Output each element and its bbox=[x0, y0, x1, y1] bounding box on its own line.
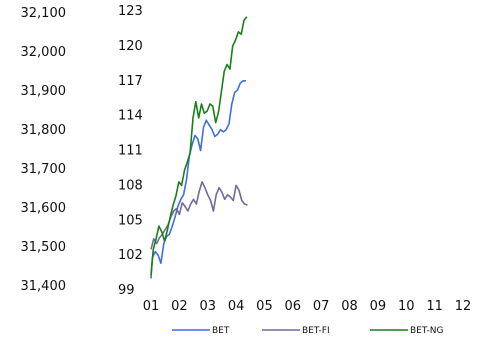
right-axis-tick-label: 105 bbox=[118, 213, 143, 228]
right-axis-tick-label: 123 bbox=[118, 4, 143, 19]
legend-label: BET-NG bbox=[410, 326, 444, 336]
right-axis-tick-label: 111 bbox=[118, 144, 143, 159]
x-axis-tick-label: 05 bbox=[256, 299, 273, 314]
x-axis-tick-label: 03 bbox=[199, 299, 216, 314]
left-axis-tick-label: 31,800 bbox=[21, 123, 67, 138]
x-axis-tick-label: 10 bbox=[398, 299, 415, 314]
legend: BET BET-FI BET-NG bbox=[172, 326, 444, 336]
x-axis-tick-label: 09 bbox=[370, 299, 387, 314]
series-line-bet-fi bbox=[150, 181, 248, 250]
right-axis-tick-label: 114 bbox=[118, 109, 143, 124]
x-axis-tick-label: 12 bbox=[455, 299, 472, 314]
x-axis-ticks: 01 02 03 04 05 06 07 08 09 10 11 12 bbox=[143, 299, 472, 314]
series-line-bet bbox=[150, 80, 246, 279]
left-axis-tick-label: 31,600 bbox=[21, 201, 67, 216]
x-axis-tick-label: 06 bbox=[285, 299, 302, 314]
series-line-bet-ng bbox=[150, 16, 248, 275]
x-axis-tick-label: 02 bbox=[171, 299, 188, 314]
x-axis-tick-label: 01 bbox=[143, 299, 160, 314]
right-axis-tick-label: 120 bbox=[118, 39, 143, 54]
left-axis-tick-label: 31,400 bbox=[21, 279, 67, 294]
x-axis-tick-label: 08 bbox=[341, 299, 358, 314]
x-axis-tick-label: 04 bbox=[228, 299, 245, 314]
legend-label: BET bbox=[212, 326, 230, 336]
right-axis-tick-label: 117 bbox=[118, 74, 143, 89]
left-axis-tick-label: 32,000 bbox=[21, 45, 67, 60]
left-axis-tick-label: 31,900 bbox=[21, 84, 67, 99]
left-axis-tick-label: 31,700 bbox=[21, 162, 67, 177]
x-axis-tick-label: 07 bbox=[313, 299, 330, 314]
right-axis-tick-label: 102 bbox=[118, 248, 143, 263]
right-axis-ticks: 123 120 117 114 111 108 105 102 99 bbox=[118, 4, 143, 298]
left-axis-tick-label: 31,500 bbox=[21, 240, 67, 255]
right-axis-tick-label: 99 bbox=[118, 283, 135, 298]
legend-label: BET-FI bbox=[302, 326, 330, 336]
series-lines bbox=[150, 16, 248, 279]
right-axis-tick-label: 108 bbox=[118, 178, 143, 193]
left-axis-ticks: 32,100 32,000 31,900 31,800 31,700 31,600 31,5… bbox=[21, 6, 67, 294]
x-axis-tick-label: 11 bbox=[426, 299, 443, 314]
left-axis-tick-label: 32,100 bbox=[21, 6, 67, 21]
